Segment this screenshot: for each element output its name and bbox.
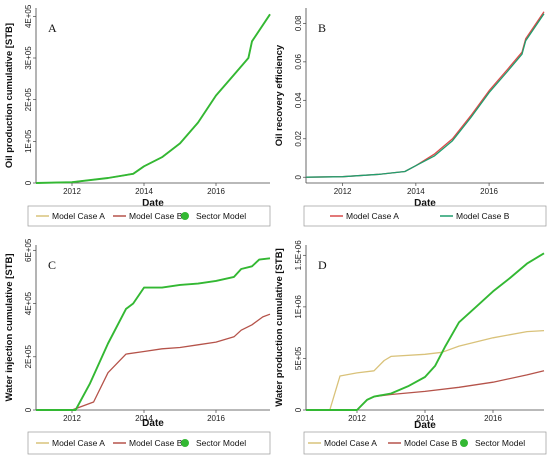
panel-c-x-axis-title: Date [142,418,164,429]
panel-b-legend-label: Model Case A [346,211,399,221]
panel-b-x-axis-title: Date [414,198,436,209]
panel-a-x-axis-title: Date [142,198,164,209]
panel-c-letter: C [48,258,56,272]
panel-d-legend-label: Model Case A [324,438,377,448]
panel-d-x-axis-title: Date [414,420,436,431]
panel-d-y-axis-title: Water production cumulative [STB] [274,248,285,407]
panel-b-y-axis-title: Oil recovery efficiency [274,44,285,146]
panel-b-y-tick-label: 0.02 [294,130,303,146]
panel-a-y-axis-title: Oil production cumulative [STB] [4,23,15,168]
panel-a-y-tick-label: 1E+05 [24,129,33,153]
panel-c-y-axis-title: Water injection cumulative [STB] [4,254,15,402]
panel-b-legend-label: Model Case B [456,211,510,221]
panel-a-legend-label: Model Case A [52,211,105,221]
panel-d-legend-label: Sector Model [475,438,525,448]
panel-a-legend-label: Model Case B [129,211,183,221]
panel-c-x-tick-label: 2012 [63,414,81,423]
panel-c-x-tick-label: 2014 [135,414,153,423]
panel-c-series-model-case-a [36,257,271,411]
panel-c: 2012 2014 2016 0 2E+05 4E+05 6E+05 Date Water in… [4,238,271,455]
panel-d-y-tick-label: 1E+06 [294,295,303,319]
panel-b-letter: B [318,21,326,35]
panel-c-series-model-case-b [36,313,271,411]
panel-a-legend-label: Sector Model [196,211,246,221]
panel-a-legend-swatch [181,212,189,220]
panel-c-y-tick-label: 0 [24,407,33,412]
panel-d-legend [303,431,547,455]
panel-c-legend-label: Model Case A [52,438,105,448]
panel-a-series-model-case-a [35,13,271,184]
panel-a-y-tick-label: 3E+05 [24,46,33,70]
panel-d-letter: D [318,258,327,272]
panel-b-x-tick-label: 2012 [334,187,352,196]
panel-d: 2012 2014 2016 0 5E+05 1E+06 1.5E+06 Date Water … [274,240,547,455]
panel-d-y-tick-label: 1.5E+06 [294,240,303,271]
panel-a-letter: A [48,21,57,35]
panel-c-series-sector-model [36,257,271,411]
panel-c-x-tick-label: 2016 [207,414,225,423]
panel-b-y-tick-label: 0.06 [294,54,303,70]
panel-a-y-tick-label: 2E+05 [24,87,33,111]
panel-a-legend [27,205,271,227]
panel-b: 2012 2014 2016 0 0.02 0.04 0.06 0.08 Date Oil rec… [274,8,547,227]
panel-c-legend [27,431,271,455]
panel-a-series-sector-model [35,13,271,184]
panel-b-x-tick-label: 2016 [480,187,498,196]
panel-b-y-tick-label: 0 [294,174,303,179]
panel-a-y-tick-label: 0 [24,180,33,185]
panel-d-x-tick-label: 2012 [348,414,366,423]
panel-c-legend-label: Sector Model [196,438,246,448]
panel-a-y-tick-label: 4E+05 [24,4,33,28]
panel-a-x-tick-label: 2016 [207,187,225,196]
panel-d-x-tick-label: 2016 [484,414,502,423]
panel-a-x-tick-label: 2012 [63,187,81,196]
panel-c-y-tick-label: 2E+05 [24,345,33,369]
panel-c-y-tick-label: 6E+05 [24,238,33,262]
panel-d-legend-swatch [460,439,468,447]
panel-d-y-tick-label: 5E+05 [294,346,303,370]
panel-b-series-model-case-a [305,11,545,178]
panel-d-y-tick-label: 0 [294,407,303,412]
panel-d-series-model-case-a [306,329,545,411]
panel-a: 2012 2014 2016 0 1E+05 2E+05 3E+05 4E+05 Date Oil… [4,4,271,227]
panel-c-legend-swatch [181,439,189,447]
panel-a-series-model-case-b [35,13,271,184]
panel-b-series-model-case-b [305,13,545,178]
panel-c-y-tick-label: 4E+05 [24,291,33,315]
panel-a-x-tick-label: 2014 [135,187,153,196]
panel-b-legend [303,205,547,227]
panel-d-series-sector-model [306,252,545,411]
panel-d-x-tick-label: 2014 [416,414,434,423]
panel-b-y-tick-label: 0.08 [294,15,303,31]
panel-c-legend-label: Model Case B [129,438,183,448]
panel-b-y-tick-label: 0.04 [294,92,303,108]
panel-d-legend-label: Model Case B [404,438,458,448]
panel-b-x-tick-label: 2014 [407,187,425,196]
